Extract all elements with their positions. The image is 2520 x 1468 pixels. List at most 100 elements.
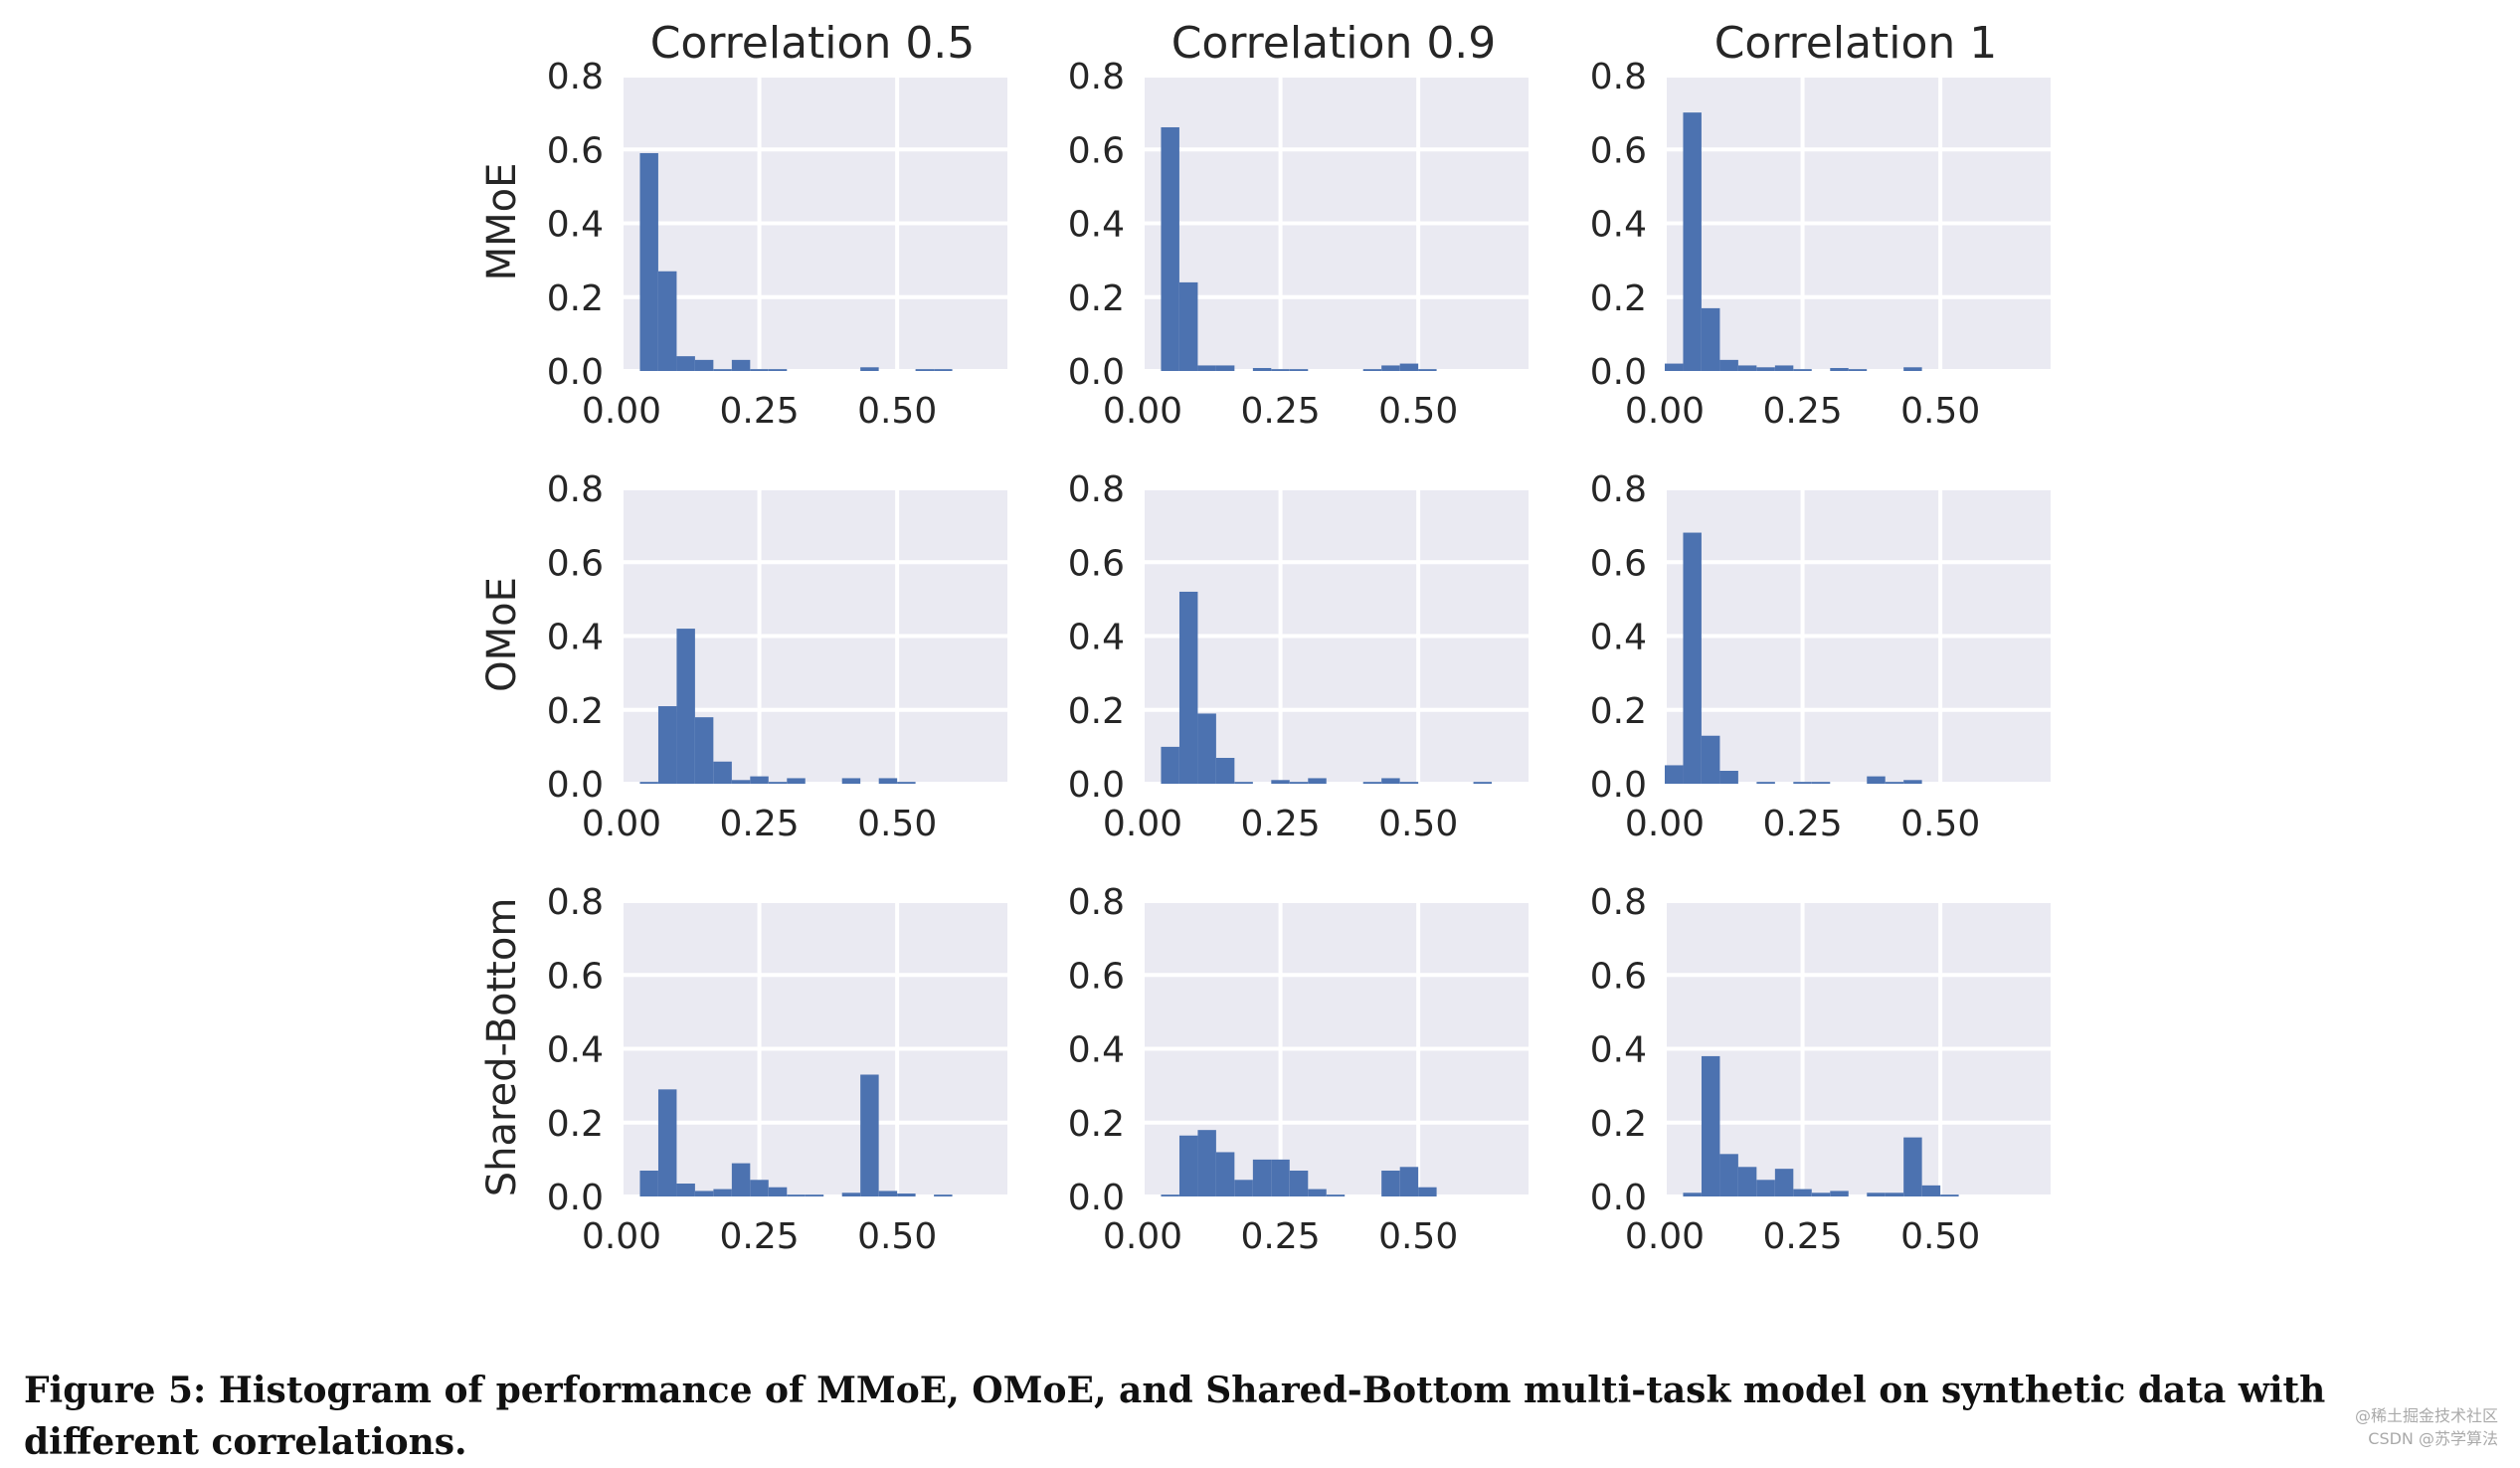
x-tick-label: 0.00 xyxy=(1625,1216,1705,1257)
histogram-bar xyxy=(1885,782,1904,784)
histogram-bar xyxy=(657,706,677,784)
panel-shared-bottom-correlation-0.5: 0.0 0.2 0.4 0.6 0.8 0.00 0.25 0.50 xyxy=(547,882,1007,1257)
y-tick-label: 0.0 xyxy=(1590,1178,1647,1218)
histogram-bar xyxy=(841,778,861,784)
histogram-bar xyxy=(1940,1194,1959,1196)
x-tick-label: 0.00 xyxy=(582,1216,661,1257)
histogram-bar xyxy=(860,367,879,371)
histogram-bar xyxy=(1289,369,1309,371)
histogram-bar xyxy=(1197,1130,1216,1196)
histogram-bar xyxy=(768,1187,788,1196)
histogram-bar xyxy=(1830,1191,1849,1196)
histogram-bar xyxy=(805,1194,824,1196)
histogram-bar xyxy=(1197,365,1216,371)
y-tick-label: 0.8 xyxy=(547,57,604,97)
y-tick-label: 0.2 xyxy=(547,1104,604,1145)
panels-container: 0.0 0.2 0.4 0.6 0.8 0.00 0.25 0.50 0.0 0.2 0.4 0.6 0… xyxy=(547,57,2051,1257)
histogram-bar xyxy=(1308,778,1327,784)
histogram-bar xyxy=(1271,1159,1290,1197)
y-tick-label: 0.6 xyxy=(1068,956,1125,997)
histogram-bar xyxy=(1178,591,1198,784)
histogram-bar xyxy=(1811,782,1831,784)
histogram-bar xyxy=(1381,778,1400,784)
histogram-bar xyxy=(1215,365,1235,371)
y-tick-label: 0.0 xyxy=(1068,765,1125,806)
x-tick-label: 0.00 xyxy=(1625,804,1705,844)
histogram-bar xyxy=(713,761,732,784)
watermark: @稀土掘金技术社区 CSDN @苏学算法 xyxy=(2355,1404,2498,1450)
x-tick-label: 0.25 xyxy=(1240,804,1320,844)
y-tick-label: 0.6 xyxy=(1590,130,1647,171)
y-tick-label: 0.6 xyxy=(1068,543,1125,584)
x-tick-label: 0.25 xyxy=(1240,1216,1320,1257)
histogram-bar xyxy=(1399,363,1419,371)
y-tick-label: 0.0 xyxy=(1590,765,1647,806)
histogram-bar xyxy=(1271,780,1290,784)
histogram-bar xyxy=(1473,782,1493,784)
column-title-correlation-0.5: Correlation 0.5 xyxy=(650,18,976,69)
histogram-bar xyxy=(860,1074,879,1196)
histogram-bar xyxy=(1399,782,1419,784)
y-tick-label: 0.4 xyxy=(1590,205,1647,246)
x-tick-label: 0.50 xyxy=(857,391,937,432)
y-tick-label: 0.4 xyxy=(547,1030,604,1071)
histogram-bar xyxy=(639,1171,658,1196)
histogram-bar xyxy=(1178,281,1198,371)
histogram-bar xyxy=(1885,1193,1904,1196)
y-tick-label: 0.0 xyxy=(547,352,604,393)
histogram-bar xyxy=(1701,735,1720,784)
x-tick-label: 0.00 xyxy=(582,391,661,432)
row-label-shared-bottom: Shared-Bottom xyxy=(479,898,525,1197)
histogram-bar xyxy=(1418,1187,1437,1196)
histogram-bar xyxy=(1867,776,1886,784)
histogram-grid-figure: Correlation 0.5 Correlation 0.9 Correlat… xyxy=(479,18,2051,1257)
histogram-bar xyxy=(1252,368,1272,371)
y-tick-label: 0.0 xyxy=(547,765,604,806)
histogram-bar xyxy=(915,369,935,371)
y-tick-label: 0.6 xyxy=(1590,543,1647,584)
histogram-bar xyxy=(1683,112,1702,371)
histogram-bar xyxy=(1161,1194,1179,1196)
histogram-bar xyxy=(694,1191,714,1196)
x-tick-label: 0.50 xyxy=(1900,1216,1980,1257)
y-tick-label: 0.4 xyxy=(1590,1030,1647,1071)
x-tick-label: 0.50 xyxy=(1378,1216,1458,1257)
y-tick-label: 0.8 xyxy=(1590,882,1647,923)
histogram-bar xyxy=(1234,1180,1253,1196)
watermark-line-1: @稀土掘金技术社区 xyxy=(2354,1406,2498,1425)
histogram-bar xyxy=(897,1193,916,1196)
histogram-bar xyxy=(676,356,695,371)
histogram-bar xyxy=(1381,1171,1400,1196)
x-tick-label: 0.50 xyxy=(1378,391,1458,432)
y-tick-label: 0.4 xyxy=(1068,205,1125,246)
x-tick-label: 0.25 xyxy=(719,804,799,844)
x-tick-label: 0.00 xyxy=(1625,391,1705,432)
y-tick-label: 0.8 xyxy=(1590,57,1647,97)
histogram-bar xyxy=(694,717,714,784)
histogram-bar xyxy=(1178,1135,1198,1196)
x-tick-label: 0.50 xyxy=(1900,804,1980,844)
histogram-bar xyxy=(1737,1167,1757,1196)
histogram-bar xyxy=(1252,1159,1272,1197)
histogram-bar xyxy=(1867,1193,1886,1196)
histogram-bar xyxy=(1903,367,1922,371)
histogram-bar xyxy=(750,776,769,784)
histogram-bar xyxy=(1793,782,1812,784)
y-tick-label: 0.4 xyxy=(547,618,604,658)
x-tick-label: 0.25 xyxy=(1240,391,1320,432)
histogram-bar xyxy=(934,1194,953,1196)
histogram-bar xyxy=(1234,782,1253,784)
histogram-bar xyxy=(639,782,658,784)
panel-mmoe-correlation-0.5: 0.0 0.2 0.4 0.6 0.8 0.00 0.25 0.50 xyxy=(547,57,1007,432)
histogram-bar xyxy=(1215,758,1235,784)
histogram-bar xyxy=(768,369,788,371)
y-tick-label: 0.2 xyxy=(547,278,604,319)
y-tick-label: 0.8 xyxy=(1068,469,1125,510)
y-tick-label: 0.6 xyxy=(1068,130,1125,171)
histogram-bar xyxy=(1381,365,1400,371)
histogram-bar xyxy=(639,152,658,371)
y-tick-label: 0.0 xyxy=(1068,1178,1125,1218)
histogram-bar xyxy=(897,782,916,784)
histogram-bar xyxy=(1418,369,1437,371)
y-tick-label: 0.2 xyxy=(547,691,604,732)
